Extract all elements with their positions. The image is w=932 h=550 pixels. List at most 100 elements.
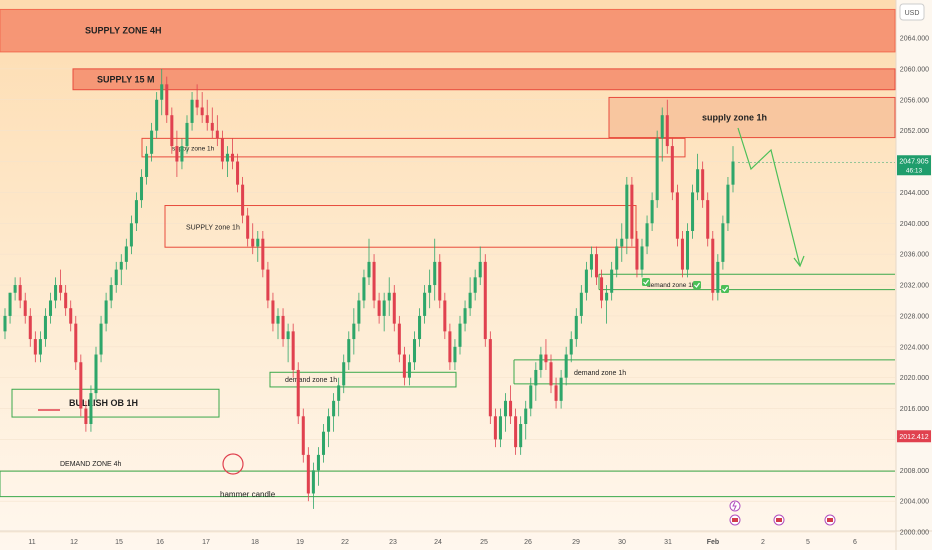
marked-price-label: 2012.412 [899, 434, 928, 441]
candle-body [48, 300, 53, 316]
candle-body [99, 323, 103, 355]
current-price-label: 2047.905 [899, 158, 928, 165]
candle-body [64, 292, 68, 309]
x-tick-label: 19 [296, 539, 304, 546]
candle-body [498, 416, 502, 440]
zone-label: SUPPLY zone 1h [186, 224, 240, 231]
candle-body [514, 416, 518, 448]
candle-body [564, 354, 568, 378]
x-tick-label: 29 [572, 539, 580, 546]
x-tick-label: 17 [202, 539, 210, 546]
candle-body [377, 300, 381, 316]
candle-body [579, 292, 583, 316]
candle-body [89, 393, 93, 424]
candle-body [220, 138, 224, 162]
candle-body [134, 200, 138, 224]
candle-body [433, 261, 437, 286]
candle-body [554, 385, 558, 401]
candle-body [706, 200, 710, 239]
candle-body [453, 346, 457, 363]
candle-body [675, 192, 679, 239]
zone-rect [72, 68, 896, 91]
candle-body [271, 300, 275, 324]
candle-body [428, 285, 432, 293]
candle-body [332, 400, 336, 417]
candle-body [670, 146, 674, 193]
candle-body [362, 277, 366, 301]
x-tick-label: 12 [70, 539, 78, 546]
candle-body [352, 323, 356, 340]
candle-body [600, 277, 604, 301]
check-mark-box [642, 278, 650, 286]
candle-body [342, 362, 346, 386]
candle-body [412, 339, 417, 363]
zone-label: supply zone 1h [702, 113, 767, 123]
candle-body [195, 99, 199, 108]
x-tick-label: 22 [341, 539, 349, 546]
currency-label: USD [905, 10, 920, 17]
zone-label: demand zone 1h [647, 282, 696, 289]
candle-body [18, 285, 22, 301]
y-tick-label: 2024.000 [900, 344, 929, 351]
candle-body [685, 231, 690, 270]
candle-body [84, 408, 88, 424]
marked-price-tag [897, 430, 931, 443]
candle-body [43, 315, 47, 340]
flag-glyph [776, 518, 782, 522]
candle-body [519, 424, 523, 448]
candle-body [367, 261, 371, 278]
candle-body [691, 192, 695, 231]
lightning-glyph [732, 501, 737, 511]
x-tick-label: 25 [480, 539, 488, 546]
candle-body [215, 130, 219, 139]
x-tick-label: 24 [434, 539, 442, 546]
grid-layer [0, 37, 895, 533]
candle-body [493, 416, 497, 440]
candle-body [291, 331, 295, 370]
candle-body [569, 339, 573, 355]
candle-layer [3, 68, 735, 509]
candle-body [286, 331, 290, 340]
price-axis-panel [896, 0, 932, 550]
candle-body [478, 261, 482, 278]
candle-body [94, 354, 98, 394]
candle-body [33, 339, 37, 355]
y-tick-label: 2032.000 [900, 283, 929, 290]
candle-body [3, 315, 7, 332]
candle-body [256, 238, 260, 247]
candle-body [129, 223, 133, 247]
candle-body [539, 354, 543, 370]
candle-body [190, 99, 194, 123]
candle-body [584, 269, 588, 293]
candle-body [321, 431, 326, 455]
candle-body [38, 339, 42, 355]
candle-body [205, 115, 209, 123]
candle-body [630, 184, 634, 239]
candle-body [28, 315, 32, 340]
candle-body [382, 300, 386, 316]
x-tick-label: 15 [115, 539, 123, 546]
candle-body [721, 223, 725, 262]
candle-body [594, 254, 599, 278]
candle-body [503, 400, 508, 417]
candle-body [139, 176, 144, 201]
flag-glyph [827, 518, 833, 522]
candle-body [655, 138, 659, 201]
candle-body [296, 369, 300, 417]
candle-body [665, 115, 669, 147]
candle-body [79, 362, 83, 409]
candle-body [407, 362, 411, 378]
zone-rect [0, 8, 896, 53]
candle-body [645, 223, 649, 247]
candle-body [423, 292, 427, 316]
x-tick-label: 2 [761, 539, 765, 546]
candle-body [155, 99, 159, 131]
candle-body [276, 315, 280, 324]
candle-body [327, 416, 331, 432]
x-tick-label: 26 [524, 539, 532, 546]
y-tick-label: 2044.000 [900, 190, 929, 197]
candle-body [170, 115, 174, 147]
zone-rect [608, 96, 896, 139]
